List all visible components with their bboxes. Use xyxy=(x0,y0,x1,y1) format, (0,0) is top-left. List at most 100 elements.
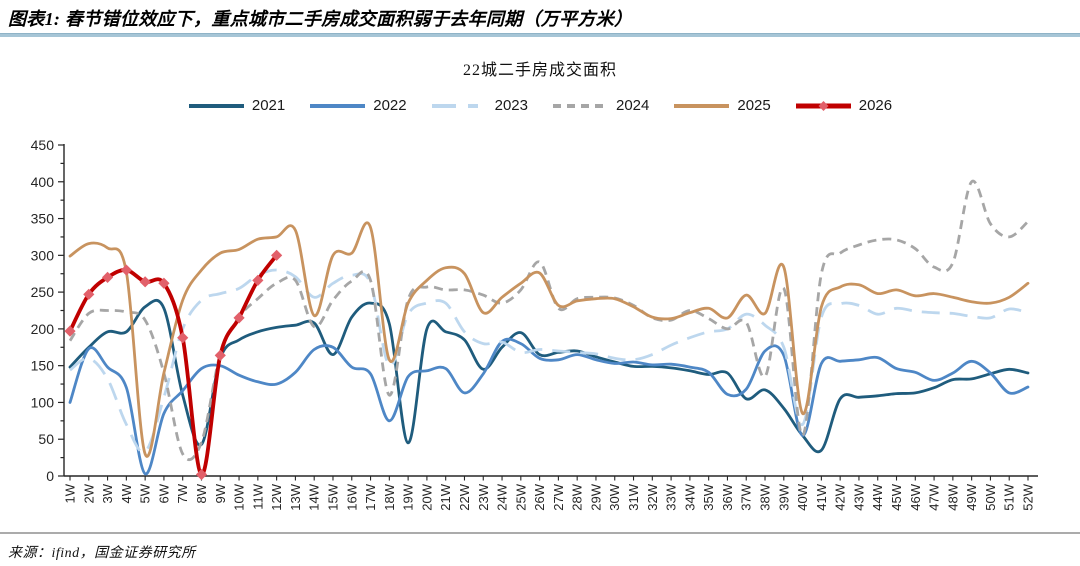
x-axis-label: 34W xyxy=(682,483,697,510)
y-axis-label: 100 xyxy=(31,394,55,410)
diamond-marker-icon xyxy=(271,249,283,261)
x-axis-label: 43W xyxy=(851,483,866,510)
legend-label: 2022 xyxy=(373,97,407,114)
legend-label: 2025 xyxy=(737,97,771,114)
x-axis-label: 48W xyxy=(945,483,960,510)
source-note: 来源：ifind，国金证券研究所 xyxy=(8,546,196,561)
x-axis-label: 41W xyxy=(814,483,829,510)
footer-divider xyxy=(0,532,1080,534)
x-axis-label: 8W xyxy=(194,483,209,503)
x-axis-label: 20W xyxy=(419,483,434,510)
legend-item-2025: 2025 xyxy=(673,97,771,114)
y-axis-label: 50 xyxy=(38,431,54,447)
diamond-marker-icon xyxy=(139,276,151,288)
x-axis-label: 15W xyxy=(326,483,341,510)
x-axis-label: 42W xyxy=(833,483,848,510)
series-line-2021 xyxy=(68,298,1030,454)
legend-item-2022: 2022 xyxy=(309,97,407,114)
x-axis-label: 17W xyxy=(363,483,378,510)
x-axis-label: 35W xyxy=(701,483,716,510)
x-axis-label: 23W xyxy=(476,483,491,510)
x-axis-label: 31W xyxy=(626,483,641,510)
legend-line-icon-2022 xyxy=(310,103,366,108)
x-axis-label: 40W xyxy=(795,483,810,510)
legend: 2021 2022 2023 2024 2025 2026 xyxy=(0,97,1080,114)
x-axis-label: 27W xyxy=(551,483,566,510)
legend-item-2024: 2024 xyxy=(552,97,649,114)
x-axis-label: 22W xyxy=(457,483,472,510)
legend-line-icon-2021 xyxy=(188,103,244,108)
diamond-marker-icon xyxy=(252,274,264,286)
x-axis-label: 6W xyxy=(156,483,171,503)
legend-label: 2024 xyxy=(616,97,650,114)
legend-line-icon-2023 xyxy=(431,103,487,108)
diamond-marker-icon xyxy=(818,100,829,111)
diamond-marker-icon xyxy=(214,349,226,361)
x-axis-label: 30W xyxy=(607,483,622,510)
diamond-marker-icon xyxy=(233,312,245,324)
x-axis-label: 18W xyxy=(382,483,397,510)
x-axis-label: 39W xyxy=(776,483,791,510)
x-axis-label: 12W xyxy=(269,483,284,510)
diamond-marker-icon xyxy=(83,288,95,300)
legend-item-2023: 2023 xyxy=(431,97,528,114)
x-axis-label: 24W xyxy=(495,483,510,510)
x-axis-label: 14W xyxy=(307,483,322,510)
y-axis-label: 300 xyxy=(31,247,55,263)
x-axis-label: 4W xyxy=(119,483,134,503)
diamond-marker-icon xyxy=(64,325,76,337)
x-axis-label: 37W xyxy=(739,483,754,510)
figure-title: 图表1: 春节错位效应下，重点城市二手房成交面积弱于去年同期（万平方米） xyxy=(8,9,633,29)
x-axis-label: 49W xyxy=(964,483,979,510)
diamond-marker-icon xyxy=(177,332,189,344)
legend-label: 2026 xyxy=(858,97,893,114)
diamond-marker-icon xyxy=(195,468,208,481)
y-axis-label: 450 xyxy=(31,137,55,153)
legend-label: 2021 xyxy=(251,97,286,114)
y-axis-label: 400 xyxy=(31,174,55,190)
series-line-2025 xyxy=(68,221,1030,458)
y-axis-label: 0 xyxy=(46,468,54,484)
x-axis-label: 25W xyxy=(513,483,528,510)
x-axis-label: 1W xyxy=(63,483,78,503)
x-axis-label: 26W xyxy=(532,483,547,510)
x-axis-label: 32W xyxy=(645,483,660,510)
x-axis-label: 29W xyxy=(589,483,604,510)
legend-item-2021: 2021 xyxy=(188,97,285,114)
x-axis-label: 9W xyxy=(213,483,228,503)
legend-item-2026: 2026 xyxy=(795,97,892,114)
series-line-2022 xyxy=(68,337,1030,476)
x-axis-label: 51W xyxy=(1002,483,1017,510)
x-axis-label: 11W xyxy=(250,483,265,509)
y-axis-label: 350 xyxy=(31,211,55,227)
x-axis-label: 52W xyxy=(1021,483,1036,510)
x-axis-label: 50W xyxy=(983,483,998,510)
x-axis-label: 19W xyxy=(401,483,416,510)
y-axis-label: 250 xyxy=(31,284,55,300)
y-axis-label: 150 xyxy=(31,358,55,374)
x-axis-label: 21W xyxy=(438,483,453,510)
legend-line-icon-2025 xyxy=(674,103,730,108)
x-axis-label: 47W xyxy=(927,483,942,510)
chart-title: 22城二手房成交面积 xyxy=(462,62,617,79)
x-axis-label: 16W xyxy=(344,483,359,510)
legend-label: 2023 xyxy=(494,97,528,114)
x-axis-label: 13W xyxy=(288,483,303,510)
x-axis-label: 3W xyxy=(100,483,115,503)
x-axis-label: 44W xyxy=(870,483,885,510)
x-axis-label: 46W xyxy=(908,483,923,510)
title-divider xyxy=(0,33,1080,37)
diamond-marker-icon xyxy=(158,277,170,289)
x-axis-label: 5W xyxy=(138,483,153,503)
x-axis-label: 28W xyxy=(570,483,585,510)
x-axis-label: 7W xyxy=(175,483,190,503)
x-axis-label: 45W xyxy=(889,483,904,510)
legend-line-icon-2026 xyxy=(795,100,851,111)
x-axis-label: 36W xyxy=(720,483,735,510)
diamond-marker-icon xyxy=(120,264,132,276)
x-axis-label: 33W xyxy=(664,483,679,510)
legend-line-icon-2024 xyxy=(553,103,608,108)
x-axis-label: 2W xyxy=(81,483,96,503)
